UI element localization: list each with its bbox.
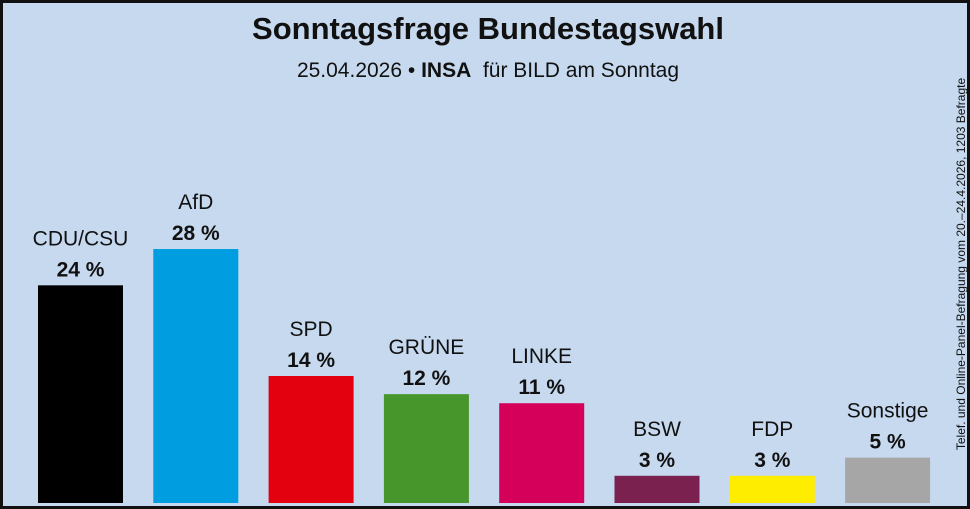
bar-category-label: FDP (751, 418, 793, 441)
bar-spd (268, 376, 354, 503)
source-note: Telef. und Online-Panel-Befragung vom 20… (954, 77, 968, 451)
bar-sonstige (845, 457, 931, 503)
bar-value-label: 12 % (402, 367, 450, 390)
subtitle-date: 25.04.2026 • (296, 59, 416, 82)
bar-afd (153, 249, 239, 503)
bar-value-label: 24 % (57, 258, 105, 281)
bar-value-label: 5 % (870, 431, 907, 454)
chart-title: Sonntagsfrage Bundestagswahl (252, 11, 724, 46)
subtitle-institute: INSA (421, 59, 472, 82)
bar-value-label: 3 % (754, 449, 791, 472)
bar-fdp (729, 475, 815, 503)
bar-cdu-csu (38, 285, 123, 503)
bar-category-label: GRÜNE (388, 336, 464, 359)
bar-category-label: CDU/CSU (33, 227, 129, 250)
bar-category-label: BSW (633, 418, 681, 441)
bar-category-label: AfD (178, 191, 213, 214)
bar-chart: 24 % CDU/CSU 28 % AfD 14 % SPD 12 % GRÜNE 11 % LI… (33, 191, 931, 503)
bar-category-label: Sonstige (847, 400, 929, 423)
bar-value-label: 3 % (639, 449, 676, 472)
chart-subtitle: 25.04.2026 • INSA für BILD am Sonntag (3, 59, 967, 83)
bar-value-label: 28 % (172, 222, 220, 245)
bar-bsw (614, 475, 700, 503)
subtitle-client: für BILD am Sonntag (482, 59, 680, 82)
bar-value-label: 14 % (287, 349, 335, 372)
bar-value-label: 11 % (518, 376, 565, 399)
bar-gr-ne (383, 394, 469, 503)
bar-category-label: LINKE (511, 345, 572, 368)
bar-category-label: SPD (290, 318, 333, 341)
bar-linke (499, 403, 585, 503)
